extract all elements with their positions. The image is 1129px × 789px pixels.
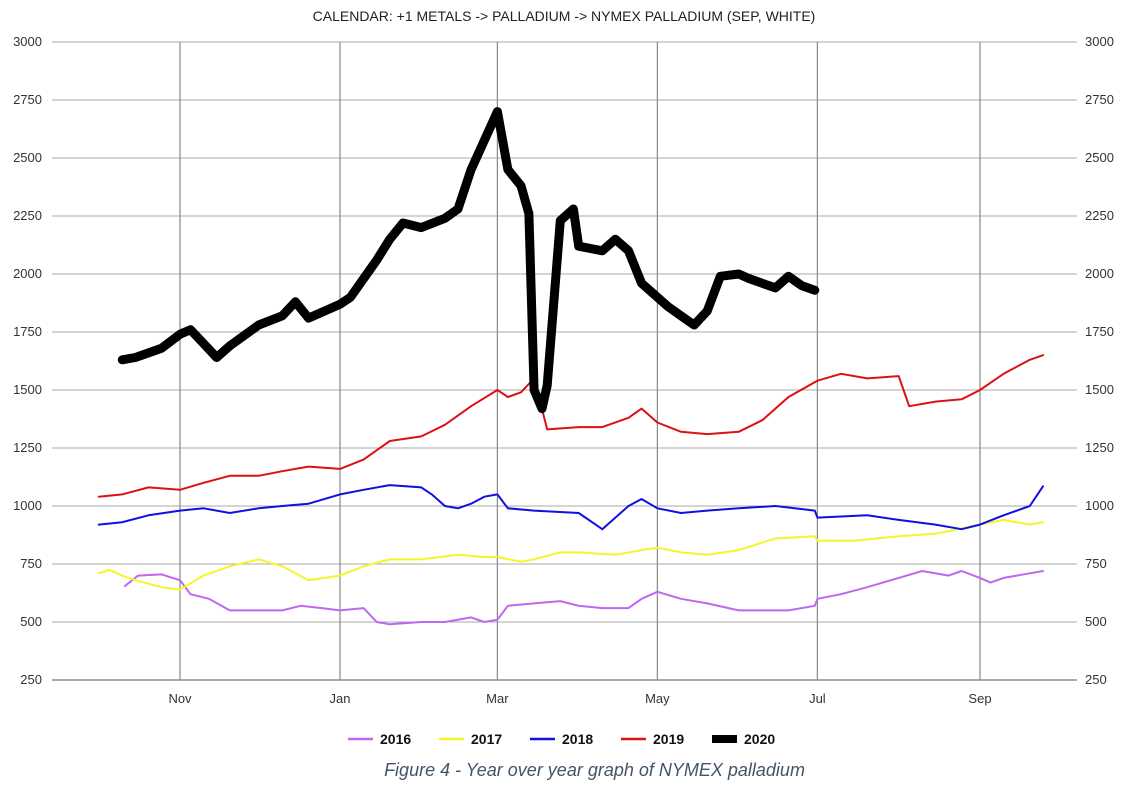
- y-tick-right-2000: 2000: [1085, 266, 1114, 281]
- y-tick-right-1750: 1750: [1085, 324, 1114, 339]
- legend-label-2019: 2019: [653, 731, 684, 747]
- gridlines: [52, 41, 1077, 681]
- legend: 2016 2017 2018 2019 2020: [348, 731, 775, 747]
- x-tick-mar: Mar: [486, 691, 509, 706]
- y-tick-right-3000: 3000: [1085, 34, 1114, 49]
- y-tick-right-500: 500: [1085, 614, 1107, 629]
- x-tick-sep: Sep: [968, 691, 991, 706]
- x-tick-jan: Jan: [330, 691, 351, 706]
- x-tick-may: May: [645, 691, 670, 706]
- y-tick-right-750: 750: [1085, 556, 1107, 571]
- y-tick-left-250: 250: [20, 672, 42, 687]
- y-tick-left-1500: 1500: [13, 382, 42, 397]
- legend-label-2020: 2020: [744, 731, 775, 747]
- y-tick-right-2750: 2750: [1085, 92, 1114, 107]
- legend-label-2016: 2016: [380, 731, 411, 747]
- series-line-2017: [97, 518, 1044, 591]
- x-axis: Nov Jan Mar May Jul Sep: [168, 691, 991, 706]
- y-tick-right-2250: 2250: [1085, 208, 1114, 223]
- figure-caption: Figure 4 - Year over year graph of NYMEX…: [384, 760, 805, 780]
- series-line-2020: [117, 107, 820, 414]
- plot-lines: [97, 107, 1044, 626]
- y-tick-right-1500: 1500: [1085, 382, 1114, 397]
- y-tick-left-2750: 2750: [13, 92, 42, 107]
- series-line-2016: [123, 570, 1044, 626]
- y-tick-left-1250: 1250: [13, 440, 42, 455]
- y-tick-left-3000: 3000: [13, 34, 42, 49]
- y-tick-left-2500: 2500: [13, 150, 42, 165]
- y-tick-left-500: 500: [20, 614, 42, 629]
- y-tick-left-1000: 1000: [13, 498, 42, 513]
- series-line-2018: [97, 484, 1044, 531]
- y-tick-right-2500: 2500: [1085, 150, 1114, 165]
- y-tick-left-2000: 2000: [13, 266, 42, 281]
- y-tick-right-1250: 1250: [1085, 440, 1114, 455]
- x-tick-jul: Jul: [809, 691, 826, 706]
- y-tick-right-250: 250: [1085, 672, 1107, 687]
- y-tick-left-2250: 2250: [13, 208, 42, 223]
- y-tick-right-1000: 1000: [1085, 498, 1114, 513]
- y-tick-left-750: 750: [20, 556, 42, 571]
- y-axis-right: 250 500 750 1000 1250 1500 1750 2000 2250 2500 275…: [1085, 34, 1114, 687]
- legend-label-2017: 2017: [471, 731, 502, 747]
- legend-label-2018: 2018: [562, 731, 593, 747]
- x-tick-nov: Nov: [168, 691, 192, 706]
- y-tick-left-1750: 1750: [13, 324, 42, 339]
- y-axis-left: 250 500 750 1000 1250 1500 1750 2000 2250 2500 275…: [13, 34, 42, 687]
- chart-title: CALENDAR: +1 METALS -> PALLADIUM -> NYME…: [313, 8, 816, 24]
- series-line-2019: [97, 354, 1044, 498]
